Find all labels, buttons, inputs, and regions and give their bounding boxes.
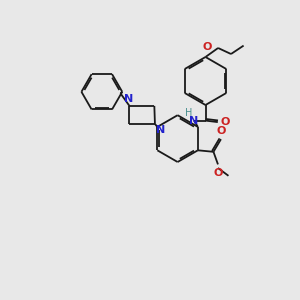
Text: O: O bbox=[202, 42, 212, 52]
Text: N: N bbox=[156, 125, 166, 135]
Text: O: O bbox=[220, 117, 230, 127]
Text: O: O bbox=[213, 168, 223, 178]
Text: O: O bbox=[217, 126, 226, 136]
Text: N: N bbox=[124, 94, 133, 104]
Text: H: H bbox=[185, 108, 192, 118]
Text: N: N bbox=[189, 116, 198, 126]
